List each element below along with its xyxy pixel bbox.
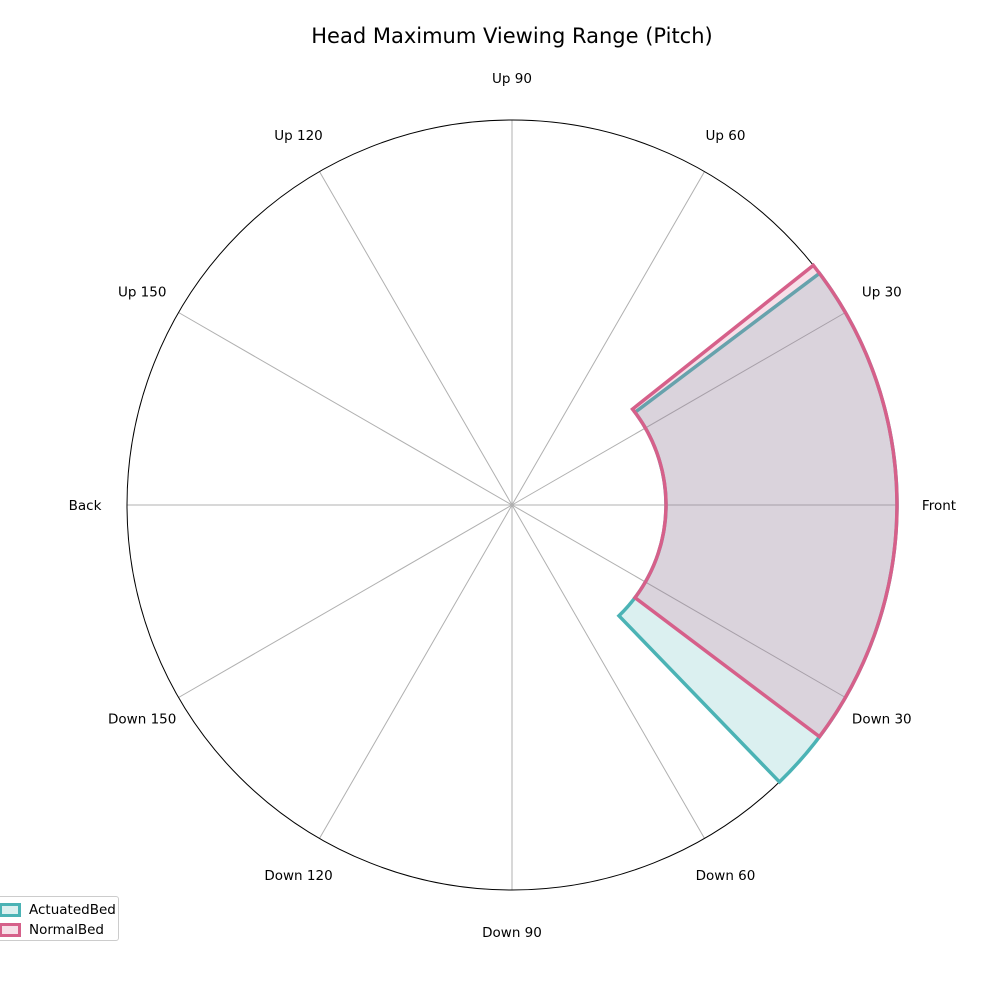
tick-label-8: Down 120 xyxy=(264,868,332,884)
tick-labels: Front Up 30 Up 60 Up 90 Up 120 Up 150 Back Down… xyxy=(69,71,956,941)
grid-line-5 xyxy=(178,312,513,506)
legend-swatch-normalbed xyxy=(0,923,21,937)
legend-swatch-actuatedbed xyxy=(0,903,21,917)
tick-label-0: Front xyxy=(922,498,956,514)
legend: ActuatedBed NormalBed xyxy=(0,896,119,941)
chart-title: Head Maximum Viewing Range (Pitch) xyxy=(311,24,712,48)
grid-line-10 xyxy=(511,504,705,839)
tick-label-9: Down 90 xyxy=(482,925,542,941)
series-sector-normalbed xyxy=(630,262,899,740)
tick-label-4: Up 120 xyxy=(274,128,323,144)
legend-label-actuatedbed: ActuatedBed xyxy=(29,902,116,918)
tick-label-6: Back xyxy=(69,498,102,514)
tick-label-5: Up 150 xyxy=(118,285,167,301)
tick-label-3: Up 90 xyxy=(492,71,532,87)
grid-line-4 xyxy=(319,171,513,506)
legend-item-normalbed: NormalBed xyxy=(0,920,104,940)
tick-label-2: Up 60 xyxy=(706,128,746,144)
grid-line-8 xyxy=(319,504,513,839)
tick-label-11: Down 30 xyxy=(852,712,912,728)
legend-label-normalbed: NormalBed xyxy=(29,922,104,938)
tick-label-7: Down 150 xyxy=(108,712,176,728)
grid-line-7 xyxy=(178,504,513,698)
series-layer xyxy=(616,262,899,785)
legend-item-actuatedbed: ActuatedBed xyxy=(0,900,116,920)
grid-line-1 xyxy=(511,312,846,506)
grid-line-2 xyxy=(511,171,705,506)
tick-label-1: Up 30 xyxy=(862,285,902,301)
grid-line-11 xyxy=(511,504,846,698)
tick-label-10: Down 60 xyxy=(696,868,756,884)
